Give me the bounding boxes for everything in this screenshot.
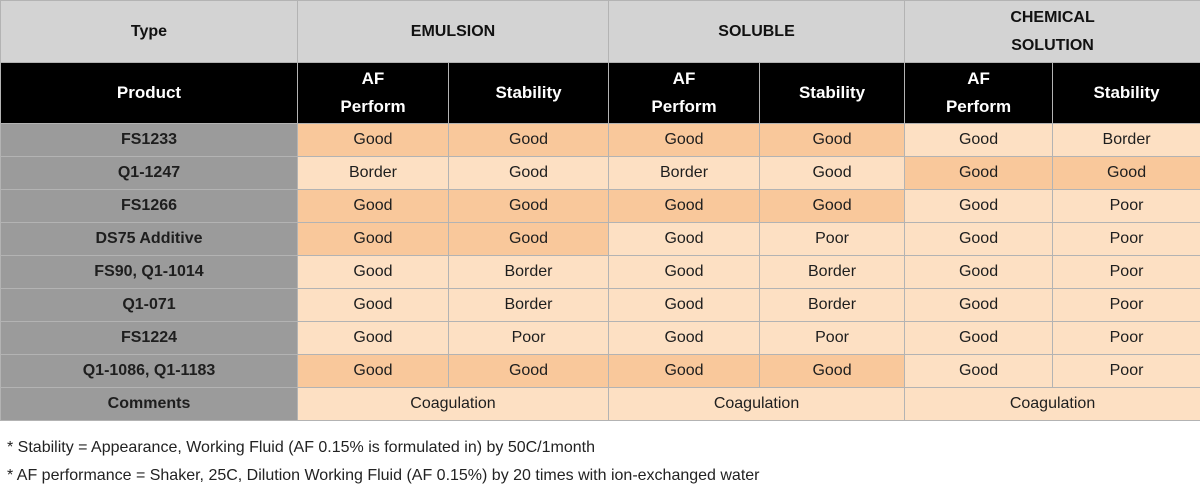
af-perform-cell: Good — [608, 354, 761, 388]
note-stability: * Stability = Appearance, Working Fluid … — [7, 439, 595, 456]
group-emulsion: EMULSION — [296, 0, 610, 63]
af-perform-cell: Good — [608, 222, 761, 256]
stability-cell: Poor — [1052, 255, 1200, 289]
stability-cell: Border — [759, 288, 906, 322]
stability-cell: Good — [759, 354, 906, 388]
af-perform-cell: Border — [608, 156, 761, 190]
af-perform-cell: Good — [904, 255, 1054, 289]
af-perform-cell: Good — [297, 288, 449, 322]
table-row: Q1-071 Good Border Good Border Good Poor — [0, 288, 1200, 322]
table-row: DS75 Additive Good Good Good Poor Good Poor — [0, 222, 1200, 256]
product-name: FS1266 — [0, 189, 298, 223]
table-row: Q1-1247 Border Good Border Good Good Good — [0, 156, 1200, 190]
chemical-line1: CHEMICAL — [1010, 8, 1095, 26]
af-perform-cell: Good — [608, 189, 761, 223]
stability-cell: Border — [1052, 123, 1200, 157]
product-name: FS1233 — [0, 123, 298, 157]
note-af-performance: * AF performance = Shaker, 25C, Dilution… — [7, 467, 760, 484]
comments-row: Comments Coagulation Coagulation Coagulatio… — [0, 387, 1200, 421]
stability-cell: Good — [447, 354, 610, 388]
stability-header: Stability — [447, 62, 610, 124]
stability-cell: Good — [447, 222, 610, 256]
stability-cell: Good — [447, 123, 610, 157]
stability-cell: Poor — [1052, 222, 1200, 256]
af-perform-cell: Good — [297, 189, 449, 223]
af-perform-cell: Good — [608, 321, 761, 355]
comment-cell: Coagulation — [904, 387, 1200, 421]
stability-header: Stability — [759, 62, 906, 124]
product-name: FS1224 — [0, 321, 298, 355]
stability-cell: Poor — [447, 321, 610, 355]
af-perform-cell: Good — [608, 255, 761, 289]
table-row: Q1-1086, Q1-1183 Good Good Good Good Good Poor — [0, 354, 1200, 388]
stability-cell: Good — [447, 189, 610, 223]
af-line1: AF — [361, 69, 385, 88]
af-perform-cell: Good — [297, 222, 449, 256]
af-line1: AF — [672, 69, 696, 88]
table-row: FS1233 Good Good Good Good Good Border — [0, 123, 1200, 157]
af-perform-cell: Good — [904, 354, 1054, 388]
af-perform-header: AF Perform — [904, 62, 1054, 124]
stability-header: Stability — [1052, 62, 1200, 124]
comparison-table: Type EMULSION SOLUBLE CHEMICAL SOLUTION P… — [0, 0, 1200, 421]
af-line2: Perform — [945, 97, 1012, 116]
footnotes: * Stability = Appearance, Working Fluid … — [7, 434, 1187, 490]
table-row: FS90, Q1-1014 Good Border Good Border Good Poo… — [0, 255, 1200, 289]
af-perform-cell: Good — [904, 156, 1054, 190]
af-perform-cell: Good — [297, 123, 449, 157]
af-line2: Perform — [340, 97, 406, 116]
product-name: Q1-1086, Q1-1183 — [0, 354, 298, 388]
comment-cell: Coagulation — [296, 387, 610, 421]
af-perform-cell: Good — [904, 288, 1054, 322]
af-perform-cell: Good — [608, 123, 761, 157]
af-line2: Perform — [651, 97, 717, 116]
af-perform-cell: Good — [297, 354, 449, 388]
table-row: FS1266 Good Good Good Good Good Poor — [0, 189, 1200, 223]
stability-cell: Poor — [1052, 354, 1200, 388]
af-perform-cell: Good — [297, 255, 449, 289]
stability-cell: Border — [447, 255, 610, 289]
af-perform-cell: Good — [297, 321, 449, 355]
group-chemical-solution: CHEMICAL SOLUTION — [904, 0, 1200, 63]
stability-cell: Good — [1052, 156, 1200, 190]
stability-cell: Poor — [1052, 288, 1200, 322]
product-header-row: Product AF Perform Stability AF Perform St… — [0, 62, 1200, 124]
stability-cell: Border — [447, 288, 610, 322]
comments-label: Comments — [0, 387, 298, 421]
stability-cell: Poor — [759, 222, 906, 256]
af-perform-header: AF Perform — [608, 62, 761, 124]
af-perform-cell: Good — [904, 222, 1054, 256]
product-name: Q1-1247 — [0, 156, 298, 190]
stability-cell: Good — [759, 156, 906, 190]
af-perform-cell: Good — [904, 321, 1054, 355]
af-perform-cell: Good — [904, 123, 1054, 157]
product-name: Q1-071 — [0, 288, 298, 322]
af-perform-header: AF Perform — [297, 62, 449, 124]
product-name: FS90, Q1-1014 — [0, 255, 298, 289]
stability-cell: Border — [759, 255, 906, 289]
stability-cell: Good — [447, 156, 610, 190]
group-soluble: SOLUBLE — [608, 0, 906, 63]
stability-cell: Good — [759, 123, 906, 157]
product-name: DS75 Additive — [0, 222, 298, 256]
type-header-row: Type EMULSION SOLUBLE CHEMICAL SOLUTION — [0, 0, 1200, 63]
af-perform-cell: Good — [904, 189, 1054, 223]
stability-cell: Poor — [1052, 321, 1200, 355]
product-label: Product — [0, 62, 298, 124]
table-row: FS1224 Good Poor Good Poor Good Poor — [0, 321, 1200, 355]
stability-cell: Poor — [1052, 189, 1200, 223]
stability-cell: Poor — [759, 321, 906, 355]
type-label: Type — [0, 0, 298, 63]
stability-cell: Good — [759, 189, 906, 223]
af-line1: AF — [967, 69, 990, 88]
comment-cell: Coagulation — [608, 387, 906, 421]
chemical-line2: SOLUTION — [1011, 36, 1094, 54]
af-perform-cell: Border — [297, 156, 449, 190]
af-perform-cell: Good — [608, 288, 761, 322]
